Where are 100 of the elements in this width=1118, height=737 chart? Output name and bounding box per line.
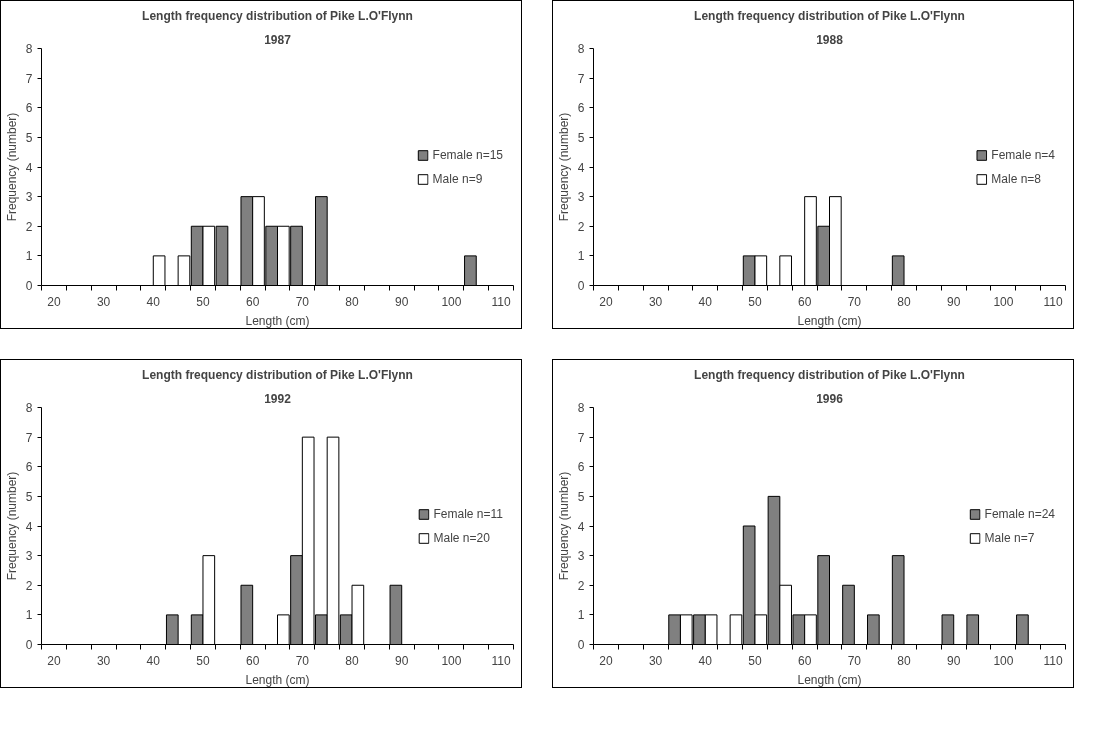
x-axis-title: Length (cm) bbox=[245, 313, 310, 328]
x-axis-title: Length (cm) bbox=[245, 672, 310, 687]
y-tick-label: 4 bbox=[577, 519, 585, 534]
y-tick-label: 1 bbox=[577, 608, 585, 623]
x-tick-label: 80 bbox=[897, 294, 912, 309]
legend-label: Female n=11 bbox=[433, 506, 503, 521]
x-tick-label: 50 bbox=[748, 294, 762, 309]
x-tick-label: 80 bbox=[345, 294, 360, 309]
x-tick-label: 40 bbox=[146, 653, 161, 668]
legend-label: Female n=15 bbox=[432, 147, 503, 162]
y-tick-label: 0 bbox=[25, 279, 33, 293]
y-tick-label: 2 bbox=[25, 219, 33, 234]
y-tick-label: 8 bbox=[25, 401, 33, 415]
y-tick-label: 2 bbox=[577, 578, 585, 593]
y-tick-label: 4 bbox=[25, 160, 33, 175]
x-tick-label: 30 bbox=[96, 653, 111, 668]
x-tick-label: 90 bbox=[947, 294, 961, 309]
chart-title: Length frequency distribution of Pike L.O'Flynn bbox=[694, 8, 965, 23]
x-tick-label: 40 bbox=[146, 294, 161, 309]
legend-label: Male n=9 bbox=[432, 171, 483, 186]
x-tick-label: 110 bbox=[491, 294, 511, 309]
legend-label: Female n=24 bbox=[984, 506, 1055, 521]
y-tick-label: 4 bbox=[577, 160, 585, 175]
x-tick-label: 110 bbox=[1043, 653, 1063, 668]
x-tick-label: 50 bbox=[196, 653, 210, 668]
x-tick-label: 60 bbox=[245, 294, 260, 309]
y-tick-label: 3 bbox=[25, 190, 33, 205]
x-tick-label: 40 bbox=[698, 294, 713, 309]
x-tick-label: 30 bbox=[96, 294, 111, 309]
y-tick-label: 6 bbox=[577, 460, 585, 475]
y-tick-label: 3 bbox=[25, 549, 33, 564]
x-tick-label: 20 bbox=[599, 653, 613, 668]
y-tick-label: 6 bbox=[577, 101, 585, 116]
legend-label: Male n=8 bbox=[991, 171, 1041, 186]
y-tick-label: 0 bbox=[25, 638, 33, 652]
x-tick-label: 100 bbox=[993, 294, 1014, 309]
chart-subtitle: 1996 bbox=[816, 391, 844, 406]
x-tick-label: 70 bbox=[847, 294, 862, 309]
legend-label: Male n=20 bbox=[433, 530, 490, 545]
x-tick-label: 20 bbox=[47, 294, 61, 309]
x-tick-label: 60 bbox=[797, 294, 812, 309]
x-tick-label: 60 bbox=[245, 653, 260, 668]
x-tick-label: 20 bbox=[599, 294, 613, 309]
x-tick-label: 70 bbox=[295, 653, 310, 668]
y-tick-label: 1 bbox=[577, 249, 585, 264]
y-tick-label: 3 bbox=[577, 190, 585, 205]
chart-title: Length frequency distribution of Pike L.O'Flynn bbox=[142, 367, 413, 382]
y-tick-label: 8 bbox=[577, 42, 585, 56]
chart-subtitle: 1987 bbox=[264, 32, 292, 47]
y-axis-title: Frequency (number) bbox=[556, 112, 571, 222]
chart-title: Length frequency distribution of Pike L.O'Flynn bbox=[142, 8, 413, 23]
y-tick-label: 3 bbox=[577, 549, 585, 564]
x-tick-label: 40 bbox=[698, 653, 713, 668]
y-tick-label: 7 bbox=[577, 430, 585, 445]
y-tick-label: 5 bbox=[25, 130, 33, 145]
y-tick-label: 8 bbox=[25, 42, 33, 56]
x-tick-label: 30 bbox=[648, 294, 663, 309]
chart-subtitle: 1992 bbox=[264, 391, 292, 406]
x-tick-label: 70 bbox=[295, 294, 310, 309]
y-tick-label: 7 bbox=[577, 71, 585, 86]
x-tick-label: 80 bbox=[345, 653, 360, 668]
x-tick-label: 70 bbox=[847, 653, 862, 668]
legend-label: Male n=7 bbox=[984, 530, 1035, 545]
y-axis-title: Frequency (number) bbox=[4, 471, 19, 581]
y-tick-label: 4 bbox=[25, 519, 33, 534]
y-tick-label: 7 bbox=[25, 430, 33, 445]
y-tick-label: 2 bbox=[577, 219, 585, 234]
x-tick-label: 30 bbox=[648, 653, 663, 668]
y-tick-label: 8 bbox=[577, 401, 585, 415]
y-tick-label: 0 bbox=[577, 638, 585, 652]
x-tick-label: 100 bbox=[993, 653, 1014, 668]
y-tick-label: 1 bbox=[25, 249, 33, 264]
chart-title: Length frequency distribution of Pike L.O'Flynn bbox=[694, 367, 965, 382]
x-tick-label: 110 bbox=[1043, 294, 1063, 309]
chart-subtitle: 1988 bbox=[816, 32, 844, 47]
x-tick-label: 100 bbox=[441, 653, 462, 668]
x-tick-label: 110 bbox=[491, 653, 511, 668]
x-tick-label: 80 bbox=[897, 653, 912, 668]
x-tick-label: 50 bbox=[196, 294, 210, 309]
y-tick-label: 1 bbox=[25, 608, 33, 623]
y-axis-title: Frequency (number) bbox=[4, 112, 19, 222]
x-tick-label: 90 bbox=[947, 653, 961, 668]
x-tick-label: 100 bbox=[441, 294, 462, 309]
y-tick-label: 5 bbox=[577, 489, 585, 504]
x-tick-label: 60 bbox=[797, 653, 812, 668]
y-tick-label: 0 bbox=[577, 279, 585, 293]
x-tick-label: 90 bbox=[395, 653, 409, 668]
y-tick-label: 2 bbox=[25, 578, 33, 593]
y-tick-label: 7 bbox=[25, 71, 33, 86]
x-tick-label: 50 bbox=[748, 653, 762, 668]
x-tick-label: 20 bbox=[47, 653, 61, 668]
x-axis-title: Length (cm) bbox=[797, 672, 862, 687]
y-tick-label: 6 bbox=[25, 460, 33, 475]
x-tick-label: 90 bbox=[395, 294, 409, 309]
y-axis-title: Frequency (number) bbox=[556, 471, 571, 581]
y-tick-label: 5 bbox=[577, 130, 585, 145]
legend-label: Female n=4 bbox=[991, 147, 1055, 162]
y-tick-label: 5 bbox=[25, 489, 33, 504]
y-tick-label: 6 bbox=[25, 101, 33, 116]
x-axis-title: Length (cm) bbox=[797, 313, 862, 328]
